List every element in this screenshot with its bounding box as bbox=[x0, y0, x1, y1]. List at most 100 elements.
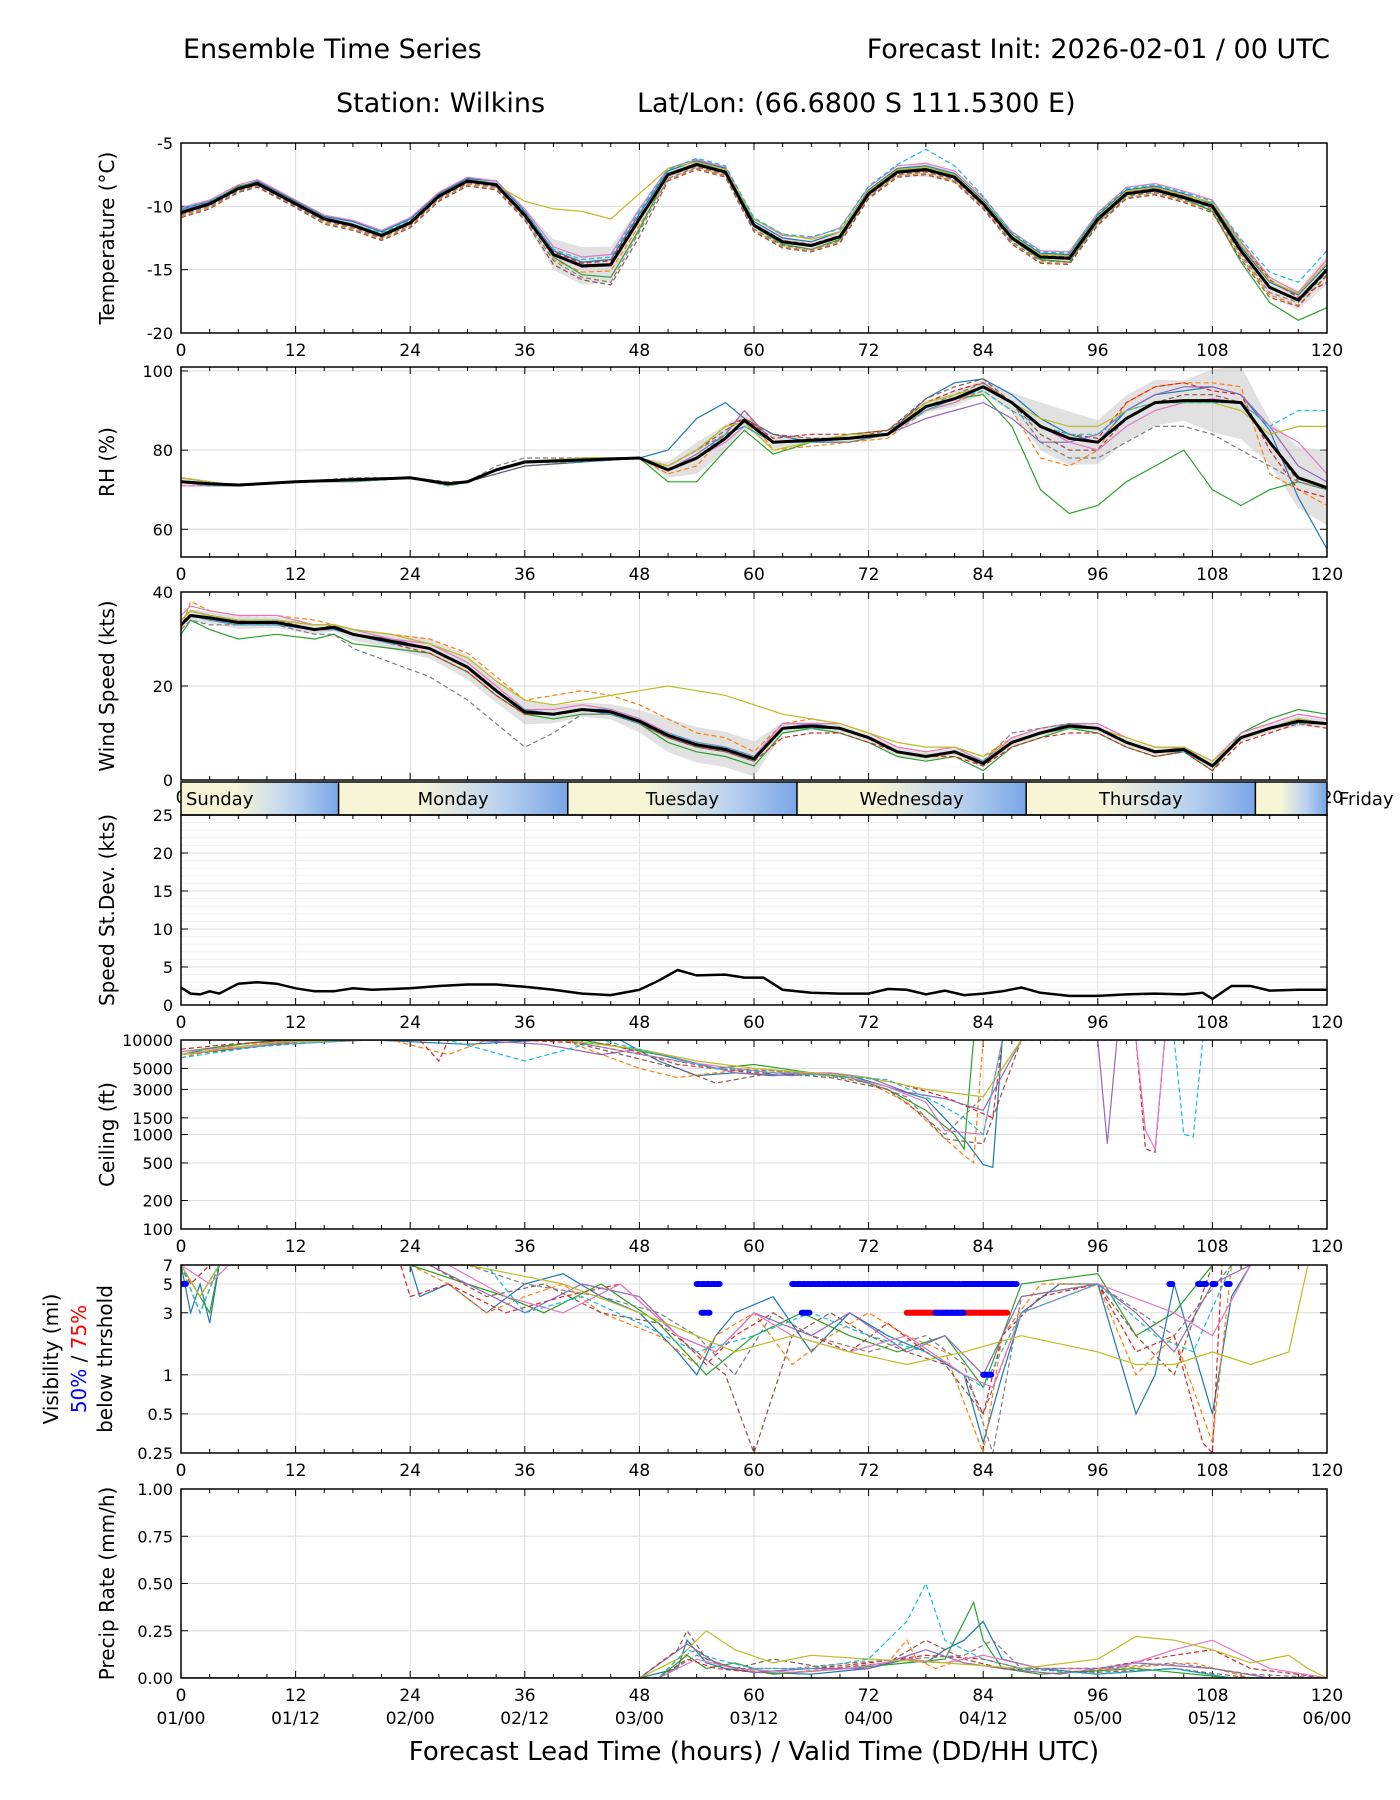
panel-frame-precip_rate bbox=[180, 1488, 1328, 1679]
y-tick-label: 10 bbox=[153, 920, 173, 939]
ensemble-mean-line bbox=[181, 385, 1327, 490]
x-tick-label: 120 bbox=[1311, 1013, 1343, 1033]
x-tick-label: 0 bbox=[176, 1237, 187, 1257]
ceiling-member-line bbox=[181, 1040, 1166, 1154]
x-tick-label: 12 bbox=[285, 1013, 307, 1033]
day-segment bbox=[567, 782, 797, 815]
ensemble-member-line bbox=[181, 167, 1327, 306]
y-tick-label: 10000 bbox=[122, 1031, 173, 1050]
x-tick-label: 108 bbox=[1196, 341, 1228, 361]
panel-frame-speed_stdev bbox=[180, 814, 1328, 1006]
ensemble-spread-band bbox=[181, 367, 1327, 526]
x-tick-label: 24 bbox=[399, 1237, 421, 1257]
x-tick-label: 0 bbox=[176, 565, 187, 585]
y-tick-label: 5 bbox=[163, 1275, 173, 1294]
x-tick-label: 96 bbox=[1087, 1461, 1109, 1481]
x-tick-label: 48 bbox=[629, 1686, 651, 1706]
station-label: Station: Wilkins bbox=[336, 88, 546, 119]
chart-title-left: Ensemble Time Series bbox=[183, 34, 482, 65]
panel-visibility: 0.25 0.5 1 3 57 0 12 24 36 48 60 72 84 96 108 120 bbox=[137, 1256, 1343, 1481]
ylabel-temperature: Temperature (°C) bbox=[95, 152, 119, 326]
x-tick-label: 36 bbox=[514, 341, 536, 361]
ceiling-member-line bbox=[181, 1040, 1204, 1138]
x-valid-time-label: 01/00 bbox=[157, 1709, 206, 1729]
x-tick-label: 84 bbox=[972, 1461, 994, 1481]
x-tick-label: 120 bbox=[1311, 565, 1343, 585]
panel-frame-ceiling bbox=[180, 1039, 1328, 1230]
x-tick-label: 96 bbox=[1087, 1237, 1109, 1257]
x-tick-label: 48 bbox=[629, 1237, 651, 1257]
x-tick-label: 96 bbox=[1087, 1686, 1109, 1706]
ensemble-member-line bbox=[181, 166, 1327, 304]
series-group-precip_rate bbox=[181, 1581, 1327, 1678]
y-tick-label: 1.00 bbox=[137, 1480, 173, 1499]
x-valid-time-label: 03/00 bbox=[615, 1709, 664, 1729]
x-tick-label: 72 bbox=[858, 341, 880, 361]
x-tick-label: 108 bbox=[1196, 1237, 1228, 1257]
ylabel-75-pct: 75% bbox=[67, 1305, 91, 1349]
panel-precip_rate: 0.00 0.25 0.50 0.75 1.00 0 12 24 36 48 60 72 84 96 108… bbox=[137, 1480, 1343, 1706]
y-tick-label: 0.25 bbox=[137, 1444, 173, 1463]
ensemble-member-line bbox=[181, 382, 1327, 507]
x-tick-label: 120 bbox=[1311, 1237, 1343, 1257]
x-tick-label: 72 bbox=[858, 565, 880, 585]
y-tick-label: 80 bbox=[153, 441, 173, 460]
y-tick-label: 200 bbox=[142, 1192, 173, 1211]
ylabel-visibility-line3: below thrshold bbox=[93, 1285, 117, 1433]
x-tick-label: 0 bbox=[176, 341, 187, 361]
x-valid-time-label: 02/00 bbox=[386, 1709, 435, 1729]
x-valid-time-label: 02/12 bbox=[500, 1709, 549, 1729]
ylabel-rh: RH (%) bbox=[95, 427, 119, 497]
day-label: Wednesday bbox=[859, 789, 964, 810]
y-tick-label: 15 bbox=[153, 882, 173, 901]
y-tick-label: 25 bbox=[153, 806, 173, 825]
ylabel-visibility-line1: Visibility (mi) bbox=[39, 1294, 63, 1425]
x-tick-label: 36 bbox=[514, 1461, 536, 1481]
day-label: Tuesday bbox=[645, 789, 720, 810]
panel-frame-rh bbox=[180, 366, 1328, 558]
series-group-ceiling bbox=[181, 1040, 1204, 1169]
y-tick-label: 0.75 bbox=[137, 1527, 173, 1546]
x-tick-label: 96 bbox=[1087, 565, 1109, 585]
x-valid-time-label: 06/00 bbox=[1303, 1709, 1352, 1729]
y-tick-label: 100 bbox=[142, 1220, 173, 1239]
y-tick-label: -15 bbox=[147, 261, 173, 280]
day-label: Friday bbox=[1339, 789, 1394, 810]
x-tick-label: 24 bbox=[399, 1686, 421, 1706]
visibility-member-line bbox=[181, 1265, 1213, 1389]
x-tick-label: 48 bbox=[629, 565, 651, 585]
x-tick-label: 36 bbox=[514, 1686, 536, 1706]
latlon-label: Lat/Lon: (66.6800 S 111.5300 E) bbox=[637, 88, 1076, 119]
x-tick-label: 84 bbox=[972, 1237, 994, 1257]
x-tick-label: 24 bbox=[399, 1461, 421, 1481]
ensemble-member-line bbox=[181, 610, 1327, 762]
y-tick-label: 20 bbox=[153, 844, 173, 863]
precip-member-line bbox=[181, 1630, 1327, 1678]
ensemble-member-line bbox=[181, 619, 1327, 772]
x-tick-label: 36 bbox=[514, 1237, 536, 1257]
x-tick-label: 84 bbox=[972, 341, 994, 361]
ceiling-member-line bbox=[181, 1040, 1022, 1098]
precip-member-line bbox=[181, 1581, 1327, 1678]
y-tick-label: -5 bbox=[157, 134, 173, 153]
x-tick-label: 108 bbox=[1196, 1461, 1228, 1481]
x-tick-label: 72 bbox=[858, 1237, 880, 1257]
y-tick-label: 1 bbox=[163, 1366, 173, 1385]
x-tick-label: 96 bbox=[1087, 1013, 1109, 1033]
visibility-member-line bbox=[181, 1265, 1309, 1366]
x-tick-label: 60 bbox=[743, 1013, 765, 1033]
x-tick-label: 12 bbox=[285, 1686, 307, 1706]
x-valid-time-label: 04/12 bbox=[959, 1709, 1008, 1729]
x-tick-label: 60 bbox=[743, 1237, 765, 1257]
visibility-member-line bbox=[181, 1265, 1232, 1453]
y-tick-label: 7 bbox=[163, 1256, 173, 1275]
ceiling-member-line bbox=[181, 1040, 975, 1151]
x-tick-label: 0 bbox=[176, 1686, 187, 1706]
day-segment bbox=[1255, 782, 1327, 815]
y-tick-label: 0.00 bbox=[137, 1669, 173, 1688]
visibility-member-line bbox=[181, 1265, 1233, 1389]
x-tick-label: 24 bbox=[399, 1013, 421, 1033]
series-group-temperature bbox=[181, 148, 1327, 321]
